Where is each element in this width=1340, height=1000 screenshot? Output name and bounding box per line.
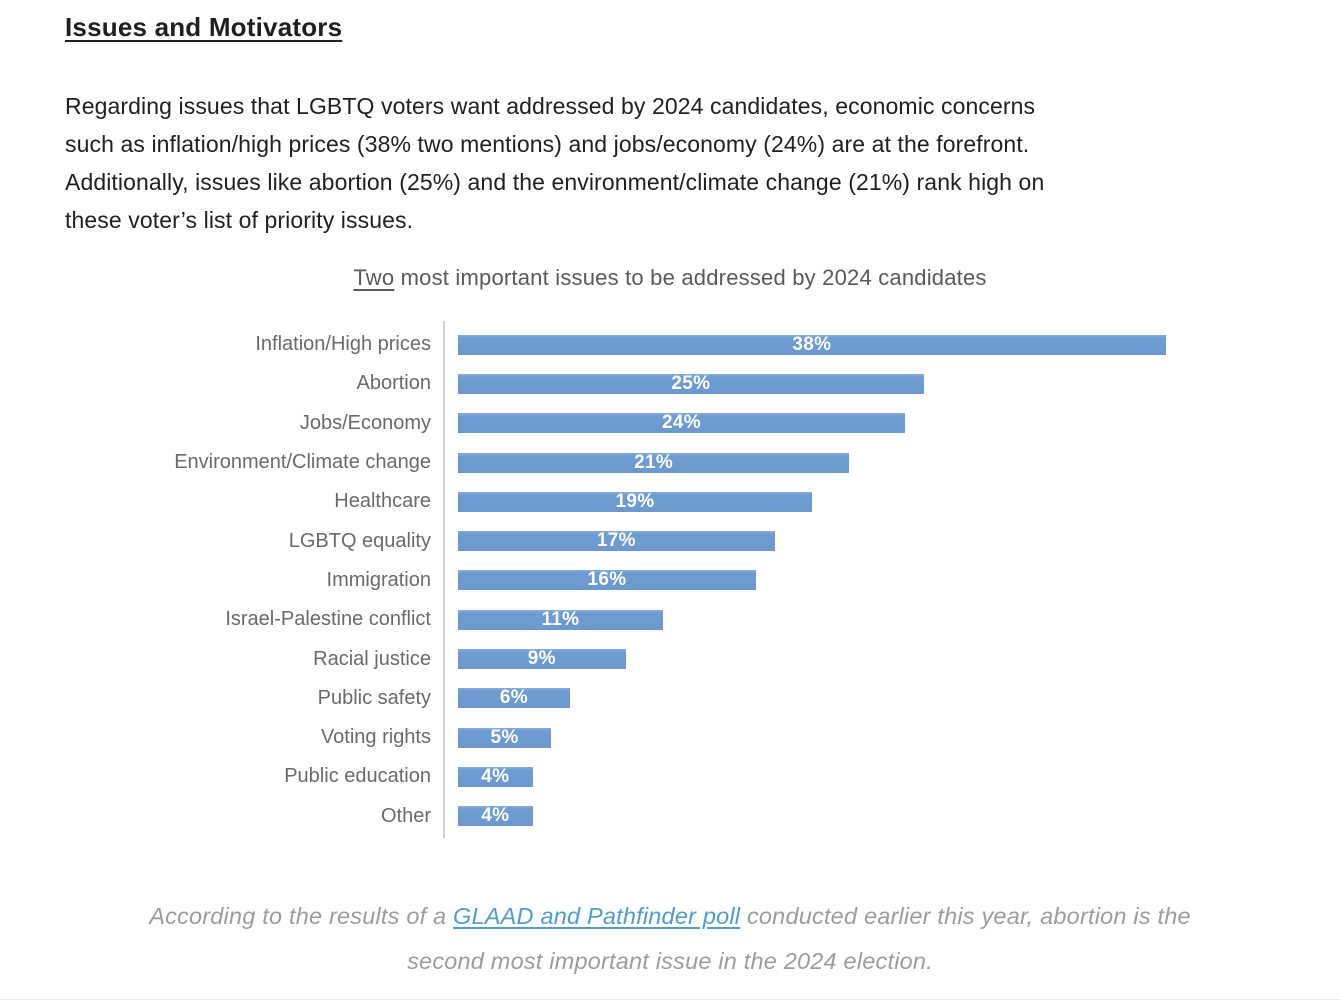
bar-value-label: 9% xyxy=(527,648,556,670)
bar-value-label: 17% xyxy=(596,530,636,552)
bar-track: 19% xyxy=(445,490,1203,512)
category-label: LGBTQ equality xyxy=(288,529,431,552)
bar: 9% xyxy=(458,648,626,670)
intro-paragraph: Regarding issues that LGBTQ voters want … xyxy=(65,93,1045,233)
bar-track: 6% xyxy=(445,687,1203,709)
chart-row: Healthcare 19% xyxy=(85,482,1203,521)
bar-value-label: 11% xyxy=(541,608,580,630)
bar: 38% xyxy=(458,333,1166,355)
bar: 16% xyxy=(458,569,756,591)
chart-row: Voting rights 5% xyxy=(85,718,1203,757)
bar: 19% xyxy=(458,490,812,512)
y-axis-line xyxy=(443,321,445,838)
bar-value-label: 16% xyxy=(587,569,627,591)
chart-rows: Inflation/High prices 38% Abortion 25% Jobs/… xyxy=(85,325,1203,836)
category-label: Healthcare xyxy=(334,490,431,513)
footer-line2: second most important issue in the 2024 … xyxy=(407,947,933,974)
category-label: Public safety xyxy=(317,686,431,709)
footer-caption: According to the results of a GLAAD and … xyxy=(65,894,1275,984)
bar: 4% xyxy=(458,765,533,787)
chart-plot-area: Inflation/High prices 38% Abortion 25% Jobs/… xyxy=(85,321,1203,838)
category-label: Public education xyxy=(284,765,431,788)
chart-row: LGBTQ equality 17% xyxy=(85,521,1203,560)
chart-row: Racial justice 9% xyxy=(85,639,1203,678)
bar-track: 16% xyxy=(445,569,1203,591)
chart-title-underlined-word: Two xyxy=(353,265,395,290)
chart-row: Abortion 25% xyxy=(85,364,1203,403)
chart-row: Jobs/Economy 24% xyxy=(85,404,1203,443)
bar-track: 21% xyxy=(445,451,1203,473)
bar-value-label: 4% xyxy=(481,765,510,787)
bar: 11% xyxy=(458,608,663,630)
bar: 5% xyxy=(458,726,552,748)
bar-track: 24% xyxy=(445,412,1203,434)
footer-text-prefix: According to the results of a xyxy=(149,902,454,929)
category-label: Voting rights xyxy=(320,726,431,749)
chart-row: Inflation/High prices 38% xyxy=(85,325,1203,364)
bar-track: 25% xyxy=(445,372,1203,394)
bar: 25% xyxy=(458,372,924,394)
chart-row: Other 4% xyxy=(85,797,1203,836)
bar: 24% xyxy=(458,412,905,434)
bar-track: 5% xyxy=(445,726,1203,748)
bar-track: 4% xyxy=(445,765,1203,787)
poll-link[interactable]: GLAAD and Pathfinder poll xyxy=(453,902,741,929)
bar-chart: Two most important issues to be addresse… xyxy=(65,265,1275,838)
category-label: Immigration xyxy=(326,568,431,591)
footer-line1: According to the results of a GLAAD and … xyxy=(149,903,1191,929)
category-label: Environment/Climate change xyxy=(174,451,431,474)
chart-row: Public safety 6% xyxy=(85,679,1203,718)
bar-track: 9% xyxy=(445,648,1203,670)
chart-row: Public education 4% xyxy=(85,757,1203,796)
category-label: Jobs/Economy xyxy=(299,411,431,434)
chart-title-rest: most important issues to be addressed by… xyxy=(394,265,987,290)
chart-row: Israel-Palestine conflict 11% xyxy=(85,600,1203,639)
section-heading: Issues and Motivators xyxy=(65,12,343,42)
category-label: Racial justice xyxy=(313,647,431,670)
chart-row: Environment/Climate change 21% xyxy=(85,443,1203,482)
bar-track: 4% xyxy=(445,805,1203,827)
bar-track: 17% xyxy=(445,530,1203,552)
category-label: Inflation/High prices xyxy=(255,333,431,356)
bar: 4% xyxy=(458,805,533,827)
chart-title: Two most important issues to be addresse… xyxy=(65,265,1275,291)
bar-value-label: 21% xyxy=(634,451,674,473)
bar-value-label: 6% xyxy=(499,687,528,709)
bar: 6% xyxy=(458,687,570,709)
bar-value-label: 38% xyxy=(792,333,832,355)
bar-value-label: 4% xyxy=(481,805,510,827)
category-label: Abortion xyxy=(356,372,432,395)
bar-value-label: 24% xyxy=(662,412,701,434)
bar-track: 11% xyxy=(445,608,1203,630)
bar: 21% xyxy=(458,451,850,473)
category-label: Israel-Palestine conflict xyxy=(225,608,431,631)
bar-value-label: 19% xyxy=(615,490,655,512)
category-label: Other xyxy=(380,804,431,827)
bar-track: 38% xyxy=(445,333,1203,355)
chart-row: Immigration 16% xyxy=(85,561,1203,600)
footer-text-suffix: conducted earlier this year, abortion is… xyxy=(740,902,1191,929)
bar: 17% xyxy=(458,530,775,552)
bar-value-label: 5% xyxy=(490,726,519,748)
bar-value-label: 25% xyxy=(671,372,711,394)
